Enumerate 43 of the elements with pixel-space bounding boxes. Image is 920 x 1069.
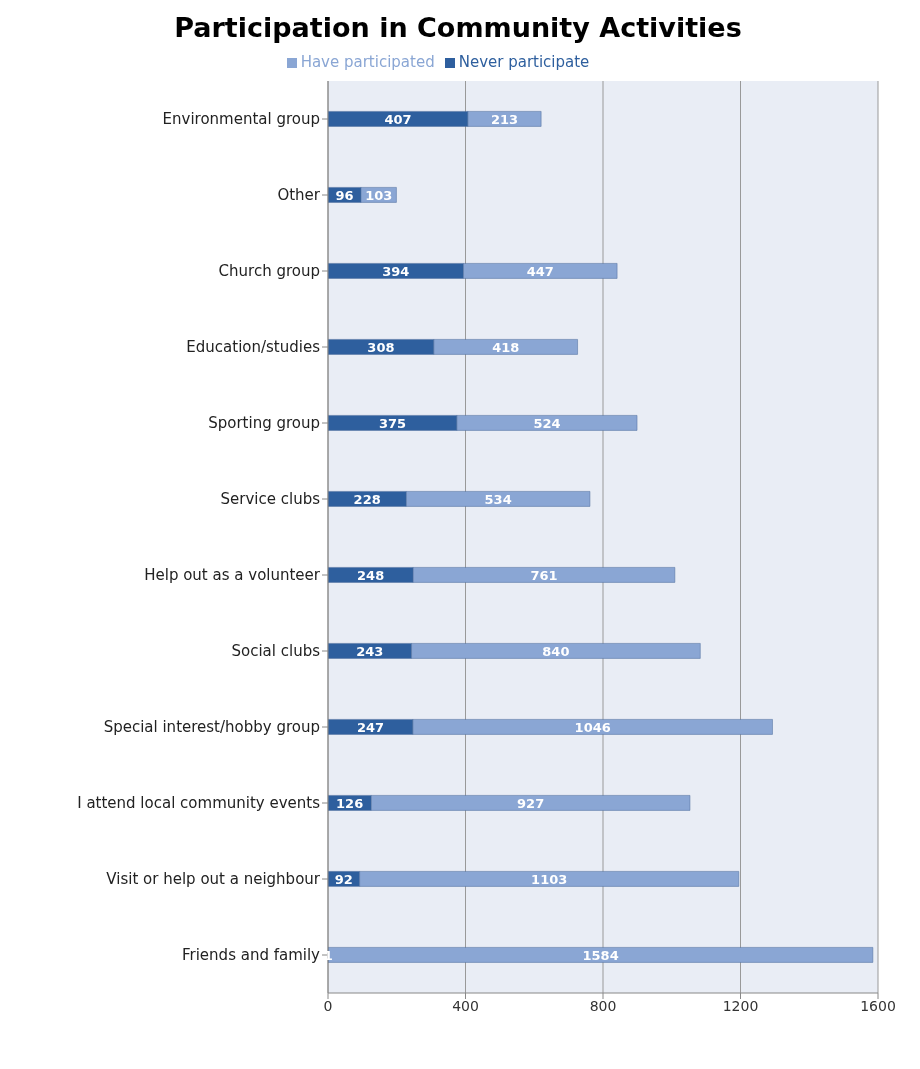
data-label: 1046 xyxy=(574,719,611,735)
data-label: 534 xyxy=(484,491,512,507)
y-tick-label: Education/studies xyxy=(186,338,321,357)
y-tick-label: Friends and family xyxy=(182,946,321,965)
data-label: 213 xyxy=(490,111,519,127)
y-tick-label: Other xyxy=(277,186,321,205)
data-label: 92 xyxy=(334,871,353,887)
legend-label: Never participate xyxy=(458,53,590,71)
y-tick-label: Visit or help out a neighbour xyxy=(106,870,321,889)
data-label: 1584 xyxy=(582,947,619,963)
y-tick-label: Service clubs xyxy=(220,490,321,509)
data-label: 96 xyxy=(335,187,354,203)
y-tick-label: Church group xyxy=(218,262,320,281)
y-tick-label: Social clubs xyxy=(231,642,321,661)
y-tick-label: I attend local community events xyxy=(77,794,321,813)
x-tick-label: 400 xyxy=(452,997,479,1014)
x-tick-label: 1200 xyxy=(722,997,759,1014)
data-label: 375 xyxy=(378,415,407,431)
data-label: 1103 xyxy=(531,871,568,887)
data-label: 840 xyxy=(542,643,570,659)
data-label: 927 xyxy=(517,795,545,811)
data-label: 308 xyxy=(367,339,395,355)
data-label: 247 xyxy=(356,719,385,735)
legend-label: Have participated xyxy=(300,53,435,71)
y-tick-label: Sporting group xyxy=(208,414,320,433)
x-tick-label: 800 xyxy=(589,997,617,1014)
x-tick-label: 1600 xyxy=(860,997,896,1014)
chart-title: Participation in Community Activities xyxy=(173,12,743,43)
data-label: 126 xyxy=(336,795,364,811)
x-tick-label: 0 xyxy=(323,997,333,1014)
y-tick-label: Special interest/hobby group xyxy=(103,718,320,737)
data-label: 228 xyxy=(353,491,381,507)
data-label: 447 xyxy=(526,263,554,279)
data-label: 761 xyxy=(530,567,558,583)
data-label: 407 xyxy=(384,111,412,127)
data-label: 248 xyxy=(357,567,385,583)
data-label: 394 xyxy=(382,263,410,279)
data-label: 103 xyxy=(365,187,393,203)
y-tick-label: Environmental group xyxy=(162,110,320,129)
y-tick-label: Help out as a volunteer xyxy=(144,566,321,585)
data-label: 524 xyxy=(533,415,561,431)
data-label: 418 xyxy=(492,339,520,355)
data-label: 243 xyxy=(356,643,384,659)
